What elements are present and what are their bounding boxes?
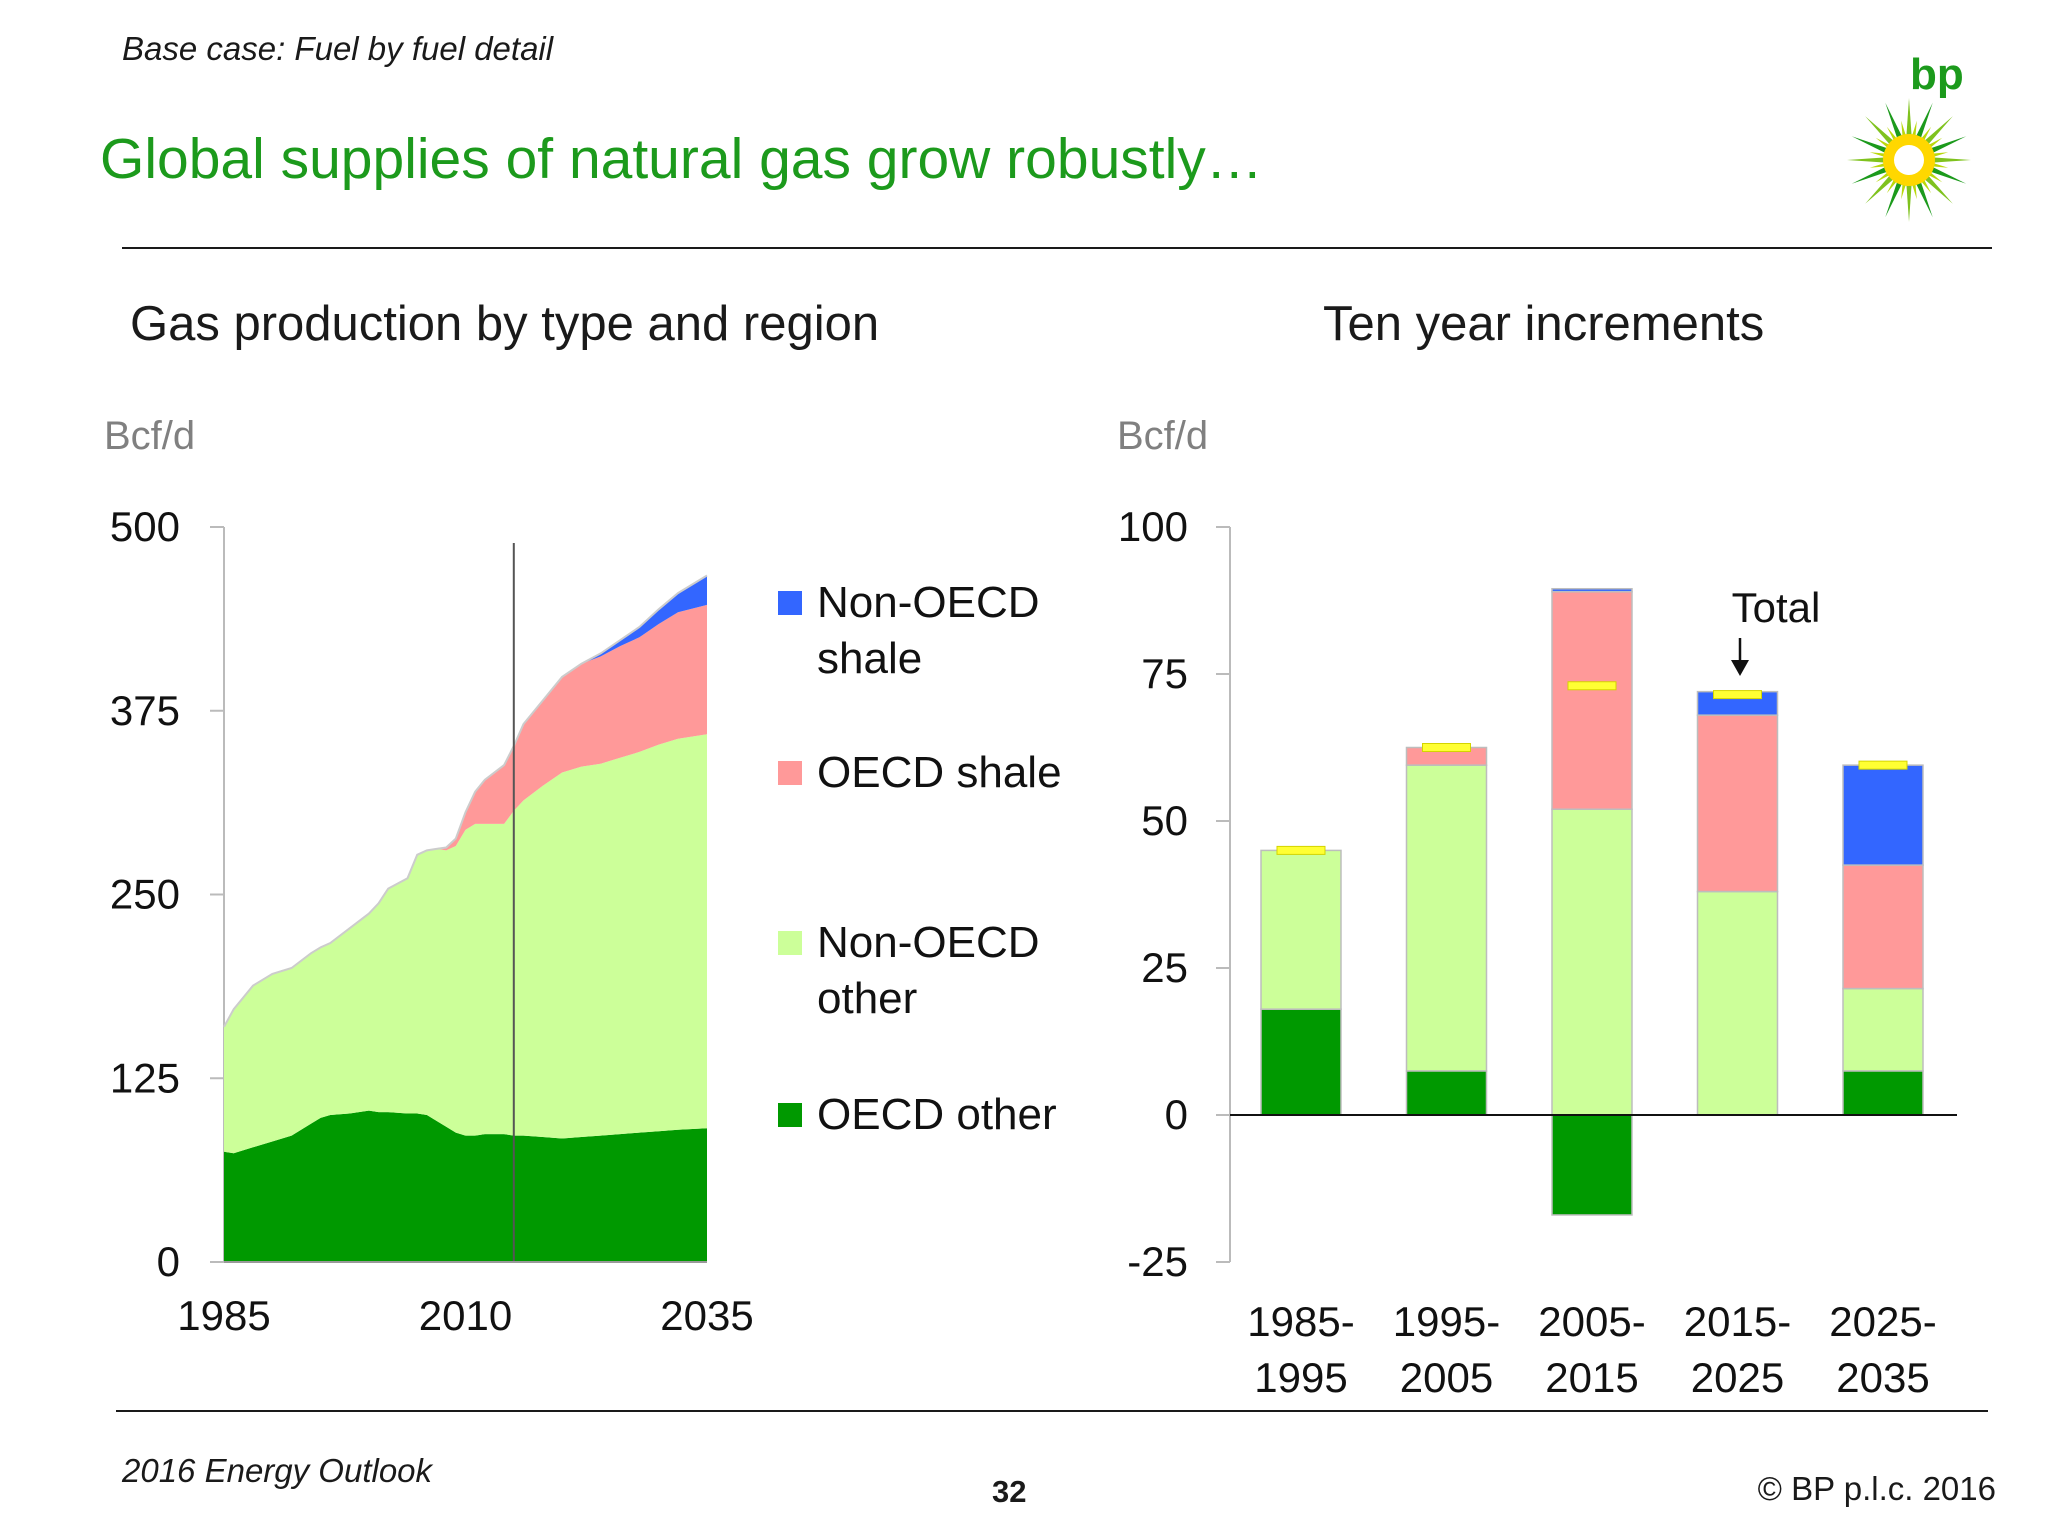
category-label: 2025 (1691, 1354, 1784, 1401)
helios-petal (1851, 164, 1892, 184)
category-label: 2015- (1684, 1298, 1791, 1345)
category-label: 1995 (1254, 1354, 1347, 1401)
right-y-tick-label: 75 (1141, 650, 1188, 697)
total-marker (1713, 690, 1762, 700)
area-oecd-shale (224, 604, 707, 1027)
helios-petal (1913, 177, 1933, 218)
legend-label-non-oecd-other: other (817, 974, 917, 1023)
left-x-tick-label: 2010 (419, 1292, 512, 1339)
left-y-tick-label: 125 (110, 1054, 180, 1101)
legend-label-non-oecd-shale: Non-OECD (817, 578, 1040, 627)
left-y-tick-label: 500 (110, 503, 180, 550)
category-label: 1985- (1247, 1298, 1354, 1345)
total-marker (1276, 845, 1326, 855)
header-divider (122, 247, 1992, 249)
category-label: 2005- (1538, 1298, 1645, 1345)
legend-swatch-non-oecd-shale (778, 591, 802, 615)
bar-oecd-shale (1696, 714, 1779, 893)
category-label: 2015 (1545, 1354, 1638, 1401)
total-marker (1858, 760, 1908, 770)
left-x-tick-label: 1985 (177, 1292, 270, 1339)
helios-petal (1926, 164, 1967, 184)
bar-oecd-shale (1842, 864, 1924, 990)
bar-non-oecd-other (1696, 890, 1779, 1116)
footer-publication: 2016 Energy Outlook (122, 1452, 433, 1489)
helios-petal (1928, 157, 1971, 163)
bar-non-oecd-other (1551, 808, 1633, 1116)
legend-label-non-oecd-shale: shale (817, 634, 922, 683)
helios-petal (1885, 177, 1905, 218)
bar-non-oecd-other (1842, 987, 1924, 1072)
left-y-tick-label: 375 (110, 687, 180, 734)
left-y-tick-label: 0 (157, 1238, 180, 1285)
area-top-outline (223, 574, 708, 1028)
category-label: 2005 (1400, 1354, 1493, 1401)
helios-petal (1847, 157, 1890, 163)
category-label: 2025- (1829, 1298, 1936, 1345)
legend-swatch-oecd-other (778, 1103, 802, 1127)
left-x-tick-label: 2035 (660, 1292, 753, 1339)
helios-icon (1847, 98, 1971, 222)
legend-label-oecd-other: OECD other (817, 1090, 1057, 1139)
right-y-tick-label: 50 (1141, 797, 1188, 844)
bar-non-oecd-other (1405, 764, 1488, 1072)
category-label: 2035 (1836, 1354, 1929, 1401)
right-chart-unit: Bcf/d (1117, 414, 1209, 458)
helios-petal (1851, 136, 1892, 156)
bar-oecd-other (1842, 1070, 1924, 1116)
bar-oecd-other (1260, 1008, 1342, 1116)
helios-petal (1906, 98, 1912, 141)
total-arrow-head (1731, 660, 1749, 676)
footer-divider (116, 1410, 1988, 1412)
helios-petal (1865, 171, 1898, 204)
bar-oecd-other (1405, 1070, 1488, 1116)
slide-subtitle: Base case: Fuel by fuel detail (122, 30, 554, 67)
gas-production-area-chart: 0 125 250 375 500 1985 2010 2035 Non-OECD shale OE… (110, 503, 1062, 1339)
bar-non-oecd-shale (1551, 587, 1633, 593)
right-y-tick-label: 0 (1165, 1091, 1188, 1138)
bar-oecd-other (1551, 1114, 1633, 1216)
ten-year-increments-bar-chart: -25 0 25 50 75 100 1985- 1995 1995- 2005 2005- 2015… (1118, 503, 1957, 1401)
bp-logo-text: bp (1910, 50, 1964, 99)
helios-petal (1885, 102, 1905, 143)
bar-non-oecd-other (1260, 849, 1342, 1010)
helios-petal (1920, 171, 1953, 204)
right-y-tick-label: -25 (1127, 1238, 1188, 1285)
helios-petal (1913, 102, 1933, 143)
legend-label-non-oecd-other: Non-OECD (817, 918, 1040, 967)
left-chart-unit: Bcf/d (104, 414, 196, 458)
copyright: © BP p.l.c. 2016 (1757, 1470, 1996, 1507)
right-y-tick-label: 25 (1141, 944, 1188, 991)
helios-petal (1906, 179, 1912, 222)
page-title: Global supplies of natural gas grow robu… (100, 127, 1263, 191)
helios-petal (1865, 116, 1898, 149)
category-label: 1995- (1393, 1298, 1500, 1345)
total-annotation: Total (1732, 584, 1821, 631)
helios-petal (1926, 136, 1967, 156)
page-number: 32 (992, 1474, 1027, 1509)
bp-logo: bp (1840, 50, 1990, 222)
legend-label-oecd-shale: OECD shale (817, 748, 1062, 797)
right-chart-title: Ten year increments (1323, 297, 1765, 351)
area-oecd-other (224, 1110, 707, 1262)
bar-oecd-shale (1551, 590, 1633, 810)
left-chart-title: Gas production by type and region (130, 297, 880, 351)
helios-petal (1920, 116, 1953, 149)
total-marker (1422, 743, 1471, 752)
total-marker (1567, 681, 1617, 691)
area-non-oecd-shale (224, 575, 707, 1027)
area-non-oecd-other (224, 734, 707, 1154)
right-y-tick-label: 100 (1118, 503, 1188, 550)
legend-swatch-oecd-shale (778, 761, 802, 785)
bar-non-oecd-shale (1842, 764, 1924, 866)
legend-swatch-non-oecd-other (778, 931, 802, 955)
left-y-tick-label: 250 (110, 871, 180, 918)
